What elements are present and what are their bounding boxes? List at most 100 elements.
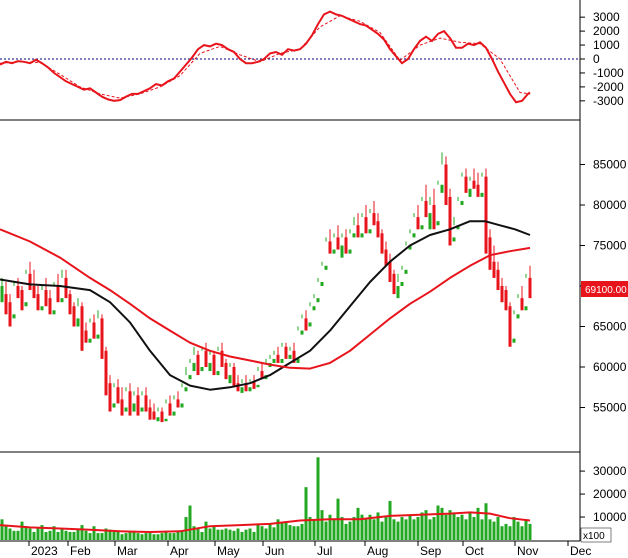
ma-red-line (0, 228, 531, 370)
volume-bar (288, 525, 292, 540)
volume-bar (244, 529, 248, 540)
candle-body (140, 407, 144, 412)
moving-averages (0, 220, 531, 391)
price-tick-label: 55000 (593, 401, 627, 415)
volume-bar (340, 517, 344, 540)
x-tick-label: Apr (170, 544, 189, 558)
volume-bar (420, 512, 424, 540)
oscillator-tick-label: -2000 (593, 80, 624, 94)
volume-bar (480, 519, 484, 540)
candle-body (312, 306, 316, 311)
volume-bar (376, 512, 380, 540)
price-tick-label: 85000 (593, 158, 627, 172)
volume-bar (520, 526, 524, 540)
candle-body (368, 229, 372, 234)
candle-body (328, 241, 332, 254)
candle-body (492, 261, 496, 278)
volume-bar (48, 530, 52, 540)
candle-body (380, 233, 384, 254)
candle-body (52, 310, 56, 315)
volume-bar (276, 519, 280, 540)
candle-body (500, 286, 504, 303)
volume-bar (440, 507, 444, 540)
volume-bar (412, 519, 416, 540)
candle-body (396, 286, 400, 299)
volume-ma (0, 511, 531, 534)
candle-body (508, 306, 512, 347)
volume-bar (388, 500, 392, 540)
volume-bar (292, 526, 296, 540)
x-tick-label: May (217, 544, 240, 558)
volume-bar (112, 531, 116, 540)
candle-body (204, 350, 208, 367)
x-tick-label: Nov (517, 544, 538, 558)
volume-bar (208, 528, 212, 540)
candle-body (460, 200, 464, 205)
volume-bar (328, 514, 332, 540)
volume-bar (56, 531, 60, 540)
volume-bar (148, 533, 152, 540)
candle-body (132, 403, 136, 412)
volume-bar (260, 526, 264, 540)
volume-bar (200, 531, 204, 540)
volume-panel: 30000 20000 10000 x100 (0, 457, 627, 543)
volume-bar (448, 510, 452, 540)
candle-body (124, 407, 128, 412)
candle-body (188, 375, 192, 380)
x-tick-label: Aug (367, 544, 388, 558)
volume-bar (316, 457, 320, 540)
oscillator-tick-label: -3000 (593, 94, 624, 108)
volume-bar (408, 514, 412, 540)
volume-bar (516, 521, 520, 540)
candle-body (108, 383, 112, 412)
volume-tick-label: 10000 (593, 510, 627, 524)
volume-bar (24, 526, 28, 540)
last-price-label: 69100.00 (585, 285, 627, 296)
candle-body (48, 298, 52, 315)
volume-bar (176, 531, 180, 540)
candle-body (32, 286, 36, 299)
volume-bar (52, 526, 56, 540)
oscillator-main-line (0, 10, 531, 104)
volume-bar (100, 533, 104, 540)
volume-bar (12, 530, 16, 540)
candle-body (200, 367, 204, 372)
last-price-tag: 69100.00 (581, 281, 628, 297)
volume-bar (164, 530, 168, 540)
candle-body (164, 418, 168, 422)
oscillator-lines (0, 10, 580, 104)
price-tick-label: 65000 (593, 320, 627, 334)
volume-bar (344, 523, 348, 540)
candle-body (28, 273, 32, 291)
candle-body (468, 188, 472, 197)
volume-bar (72, 531, 76, 540)
candle-body (148, 407, 152, 420)
candle-body (120, 399, 124, 416)
candle-body (376, 221, 380, 238)
volume-bars (0, 457, 532, 540)
volume-bar (108, 529, 112, 540)
candle-body (176, 399, 180, 408)
volume-bar (312, 519, 316, 540)
volume-bar (416, 517, 420, 540)
volume-bar (132, 530, 136, 540)
candle-body (136, 395, 140, 416)
volume-bar (512, 517, 516, 540)
volume-bar (136, 533, 140, 540)
volume-bar (0, 519, 4, 540)
candle-body (412, 233, 416, 238)
candle-body (444, 164, 448, 205)
candle-body (236, 383, 240, 392)
candle-body (440, 184, 444, 193)
x-tick-label: Mar (117, 544, 138, 558)
volume-bar (4, 526, 8, 540)
volume-ticks: 30000 20000 10000 (580, 464, 627, 524)
volume-bar (232, 530, 236, 540)
volume-bar (424, 510, 428, 540)
volume-bar (180, 530, 184, 540)
candle-body (84, 330, 88, 343)
candle-body (400, 281, 404, 286)
volume-bar (32, 531, 36, 540)
